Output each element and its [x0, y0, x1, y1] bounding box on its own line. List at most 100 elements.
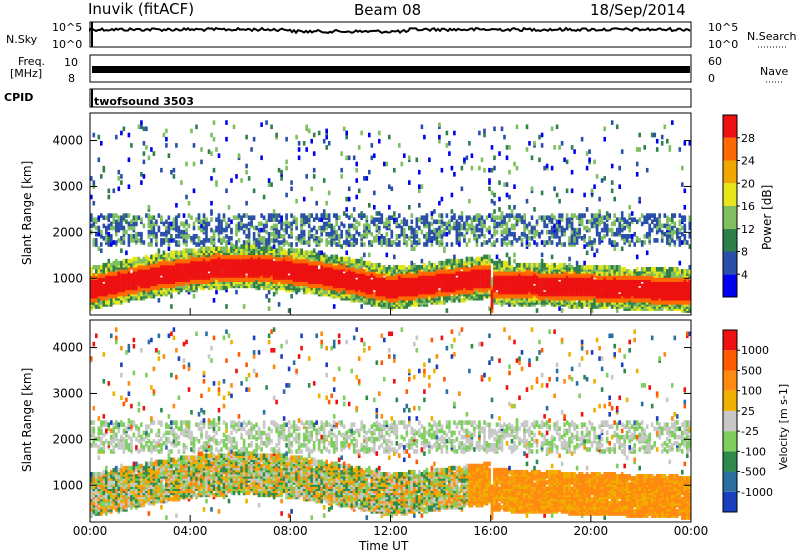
heat-cell	[553, 145, 556, 150]
heat-cell	[282, 242, 286, 247]
heat-cell	[515, 213, 519, 218]
heat-cell	[195, 217, 198, 222]
heat-cell	[115, 231, 118, 237]
heat-cell	[463, 157, 466, 163]
heat-cell	[277, 281, 281, 287]
heat-cell	[337, 225, 341, 231]
heat-cell	[337, 269, 341, 274]
heat-cell	[365, 267, 369, 272]
heat-cell	[187, 213, 191, 218]
heat-cell	[120, 277, 123, 282]
heat-cell	[505, 182, 509, 187]
heat-cell	[365, 215, 369, 220]
heat-cell	[307, 217, 311, 222]
heat-cell	[272, 244, 276, 249]
heat-cell	[185, 194, 188, 200]
heat-cell	[383, 277, 386, 282]
heat-cell	[312, 283, 316, 289]
heat-cell	[257, 236, 261, 241]
heat-cell	[345, 196, 348, 202]
nsearch-label: N.Search	[747, 30, 797, 43]
heat-cell	[378, 302, 381, 307]
heat-cell	[458, 267, 461, 272]
heat-cell	[140, 231, 143, 237]
heat-cell	[340, 151, 343, 156]
heat-cell	[237, 225, 241, 231]
heat-cell	[428, 227, 431, 233]
heat-cell	[237, 246, 241, 251]
heat-cell	[515, 279, 519, 284]
heat-cell	[355, 238, 358, 243]
heat-cell	[157, 279, 161, 284]
heat-cell	[192, 225, 196, 231]
heat-cell	[135, 221, 138, 227]
heat-cell	[540, 262, 544, 268]
heat-cell	[463, 234, 466, 239]
heat-cell	[332, 234, 336, 239]
heat-cell	[97, 231, 101, 237]
heat-cell	[538, 134, 541, 140]
heat-cell	[538, 279, 541, 284]
heat-cell	[553, 262, 556, 268]
heat-cell	[107, 223, 111, 229]
heat-cell	[528, 141, 531, 146]
heat-cell	[428, 231, 431, 237]
heat-cell	[548, 281, 551, 287]
heat-cell	[450, 242, 454, 247]
heat-cell	[117, 271, 121, 276]
heat-cell	[320, 217, 323, 222]
heat-cell	[368, 132, 371, 138]
heat-cell	[470, 256, 474, 262]
heat-cell	[493, 200, 496, 206]
heat-cell	[438, 122, 441, 127]
heat-cell	[445, 298, 449, 303]
heat-cell	[257, 227, 261, 233]
heat-cell	[460, 165, 464, 171]
heat-cell	[525, 234, 529, 239]
heat-cell	[262, 285, 266, 291]
heat-cell	[520, 285, 524, 291]
heat-cell	[395, 265, 399, 270]
heat-cell	[478, 213, 481, 218]
heat-cell	[100, 141, 103, 146]
heat-cell	[105, 262, 108, 268]
heat-cell	[217, 256, 221, 262]
heat-cell	[142, 159, 146, 165]
heat-cell	[390, 186, 394, 192]
heat-cell	[513, 231, 516, 237]
heat-cell	[325, 231, 328, 237]
heat-cell	[225, 225, 228, 231]
heat-cell	[430, 242, 434, 247]
heat-cell	[317, 236, 321, 241]
heat-cell	[110, 234, 113, 239]
heat-cell	[473, 236, 476, 241]
heat-cell	[420, 258, 424, 264]
heat-cell	[337, 238, 341, 243]
heat-cell	[513, 184, 516, 189]
heat-cell	[202, 219, 206, 225]
heat-cell	[352, 293, 356, 299]
heat-cell	[267, 182, 271, 187]
heat-cell	[493, 231, 496, 237]
heat-cell	[352, 223, 356, 229]
heat-cell	[550, 165, 554, 171]
heat-cell	[120, 260, 123, 266]
heat-cell	[137, 285, 141, 291]
heat-cell	[373, 153, 376, 158]
heat-cell	[385, 242, 389, 247]
heat-cell	[305, 250, 308, 256]
heat-cell	[368, 223, 371, 229]
heat-cell	[152, 229, 156, 235]
heat-cell	[460, 262, 464, 268]
heat-cell	[393, 265, 396, 270]
heat-cell	[182, 285, 186, 291]
heat-cell	[425, 279, 429, 284]
heat-cell	[287, 234, 291, 239]
heat-cell	[325, 145, 328, 150]
heat-cell	[355, 279, 358, 284]
heat-cell	[327, 213, 331, 218]
heat-cell	[265, 219, 268, 225]
heat-cell	[340, 234, 343, 239]
heat-cell	[518, 217, 521, 222]
heat-cell	[300, 229, 303, 235]
